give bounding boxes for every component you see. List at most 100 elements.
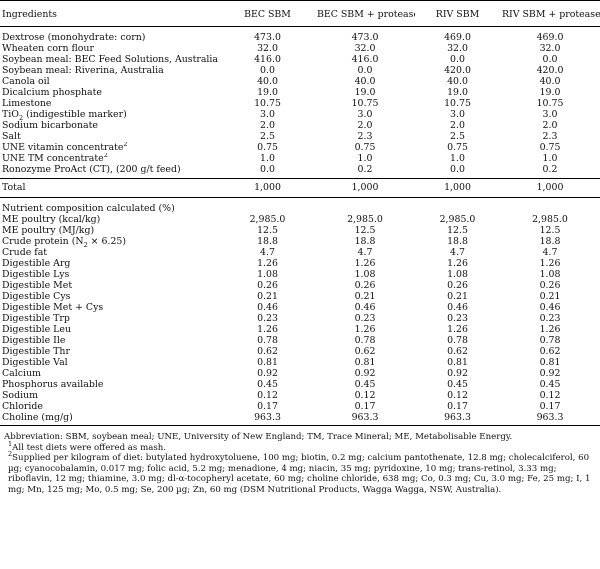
nutrient-row-value: 1.26 (354, 324, 376, 335)
ingredient-row: Dicalcium phosphate 19.0 19.0 19.0 19.0 (0, 87, 600, 98)
nutrient-row-value: 0.46 (447, 302, 468, 313)
ingredient-row-value: 10.75 (536, 98, 564, 109)
ingredient-row-label: Sodium bicarbonate (0, 120, 220, 131)
ingredient-row-value: 0.0 (450, 164, 465, 175)
nutrient-row-name: Digestible Trp (2, 313, 70, 324)
ingredient-row-value: 420.0 (536, 65, 564, 76)
ingredient-row-value: 0.0 (260, 164, 275, 175)
ingredient-row-name: UNE TM concentrate (2, 153, 104, 164)
nutrient-row-value: 963.3 (351, 412, 379, 423)
header-riv-sbm-protease: RIV SBM + protease (502, 9, 600, 20)
ingredient-row-value: 0.75 (539, 142, 561, 153)
nutrient-row-value: 1.08 (447, 269, 468, 280)
ingredient-row-label: Wheaten corn flour (0, 43, 220, 54)
ingredient-row-value: 3.0 (450, 109, 465, 120)
ingredient-row-name: Limestone (2, 98, 52, 109)
nutrient-row-value: 0.81 (354, 357, 376, 368)
nutrient-row-value: 0.92 (354, 368, 376, 379)
ingredient-row-label: Dextrose (monohydrate: corn) (0, 27, 220, 43)
nutrient-row-name: Crude fat (2, 247, 48, 258)
nutrient-row-value: 2,985.0 (532, 214, 568, 225)
ingredient-row-name: Salt (2, 131, 21, 142)
ingredient-row-label: Salt (0, 131, 220, 142)
nutrient-row: Crude protein (N2 × 6.25) 18.8 18.8 18.8 18.… (0, 236, 600, 247)
header-bec-sbm-protease: BEC SBM + protease (317, 9, 415, 20)
nutrient-row-name: ME poultry (MJ/kg) (2, 225, 95, 236)
header-ingredients: Ingredients (2, 9, 57, 20)
ingredient-row-value: 416.0 (351, 54, 379, 65)
nutrient-row-value: 0.17 (539, 401, 561, 412)
total-label: Total (2, 182, 26, 193)
nutrient-row-label: Digestible Met (0, 280, 220, 291)
ingredient-row-label: UNE vitamin concentrate2 (0, 142, 220, 153)
nutrient-row-name: Phosphorus available (2, 379, 104, 390)
nutrient-row-value: 0.12 (257, 390, 278, 401)
cp-suffix-pre: (N (71, 236, 84, 247)
ingredient-row-value: 0.75 (447, 142, 468, 153)
ingredient-row-value: 0.2 (357, 164, 373, 175)
ingredient-row-value: 3.0 (260, 109, 275, 120)
nutrient-row-label: ME poultry (MJ/kg) (0, 225, 220, 236)
footnote-1-text: All test diets were offered as mash. (12, 442, 167, 453)
nutrient-row-label: Chloride (0, 401, 220, 412)
nutrient-row-value: 0.26 (354, 280, 376, 291)
nutrient-row-value: 18.8 (257, 236, 278, 247)
nutrient-row-value: 0.92 (257, 368, 278, 379)
ingredient-row-name: Wheaten corn flour (2, 43, 94, 54)
nutrient-row-value: 1.26 (539, 258, 561, 269)
ingredient-row-label: Soybean meal: Riverina, Australia (0, 65, 220, 76)
nutrient-row-value: 0.62 (447, 346, 468, 357)
ingredient-row-label: Ronozyme ProAct (CT), (200 g/t feed) (0, 164, 220, 179)
ingredient-row-value: 19.0 (257, 87, 278, 98)
ingredient-row-value: 32.0 (539, 43, 561, 54)
ingredient-row-value: 19.0 (354, 87, 376, 98)
ingredient-row-value: 2.3 (542, 131, 558, 142)
nutrient-row-name: Digestible Ile (2, 335, 66, 346)
ingredient-row: Ronozyme ProAct (CT), (200 g/t feed) 0.0 0… (0, 164, 600, 179)
ingredient-row-value: 2.5 (260, 131, 275, 142)
ingredient-row-value: 32.0 (257, 43, 278, 54)
nutrient-row-value: 12.5 (257, 225, 278, 236)
ingredient-row-value: 416.0 (254, 54, 281, 65)
nutrient-row-value: 4.7 (450, 247, 465, 258)
nutrient-row-value: 0.21 (447, 291, 468, 302)
nutrient-row-value: 963.3 (536, 412, 564, 423)
ingredient-row: Salt 2.5 2.3 2.5 2.3 (0, 131, 600, 142)
nutrient-row-value: 1.26 (539, 324, 561, 335)
ingredient-row-value: 473.0 (254, 32, 281, 43)
nutrient-row: Digestible Arg 1.26 1.26 1.26 1.26 (0, 258, 600, 269)
nutrient-row-value: 18.8 (354, 236, 376, 247)
nutrient-row-value: 0.23 (539, 313, 561, 324)
nutrient-row-label: Digestible Arg (0, 258, 220, 269)
ingredient-row-value: 40.0 (447, 76, 468, 87)
table-footnotes: Abbreviation: SBM, soybean meal; UNE, Un… (0, 425, 600, 496)
nutrient-row: Digestible Val 0.81 0.81 0.81 0.81 (0, 357, 600, 368)
nutrient-row-value: 963.3 (444, 412, 471, 423)
nutrient-row-name: Digestible Met + Cys (2, 302, 104, 313)
nutrient-row-value: 18.8 (447, 236, 468, 247)
nutrient-row-label: ME poultry (kcal/kg) (0, 214, 220, 225)
nutrient-row-value: 0.45 (257, 379, 278, 390)
nutrient-row-value: 0.21 (257, 291, 278, 302)
nutrient-row-name: Digestible Lys (2, 269, 70, 280)
nutrient-row: Digestible Thr 0.62 0.62 0.62 0.62 (0, 346, 600, 357)
nutrient-row-name: Digestible Leu (2, 324, 71, 335)
ingredient-row-value: 0.75 (354, 142, 376, 153)
ingredient-row-value: 3.0 (542, 109, 558, 120)
ingredient-row-value: 40.0 (354, 76, 376, 87)
ingredient-row: Limestone 10.75 10.75 10.75 10.75 (0, 98, 600, 109)
ingredient-row-value: 469.0 (444, 32, 471, 43)
ingredient-row-value: 2.0 (260, 120, 275, 131)
ingredient-row-value: 0.0 (450, 54, 465, 65)
nutrient-row-name: Sodium (2, 390, 38, 401)
total-row: Total 1,000 1,000 1,000 1,000 (0, 178, 600, 198)
ingredient-row-value: 0.2 (542, 164, 558, 175)
nutrient-row-value: 2,985.0 (439, 214, 476, 225)
ingredient-row-value: 3.0 (357, 109, 373, 120)
ingredient-row-label: UNE TM concentrate2 (0, 153, 220, 164)
nutrient-row-value: 0.46 (539, 302, 561, 313)
nutrient-row-value: 0.26 (539, 280, 561, 291)
ingredient-row-value: 40.0 (257, 76, 278, 87)
ingredient-row-value: 1.0 (450, 153, 465, 164)
footnote-2-marker: 2 (8, 450, 13, 459)
